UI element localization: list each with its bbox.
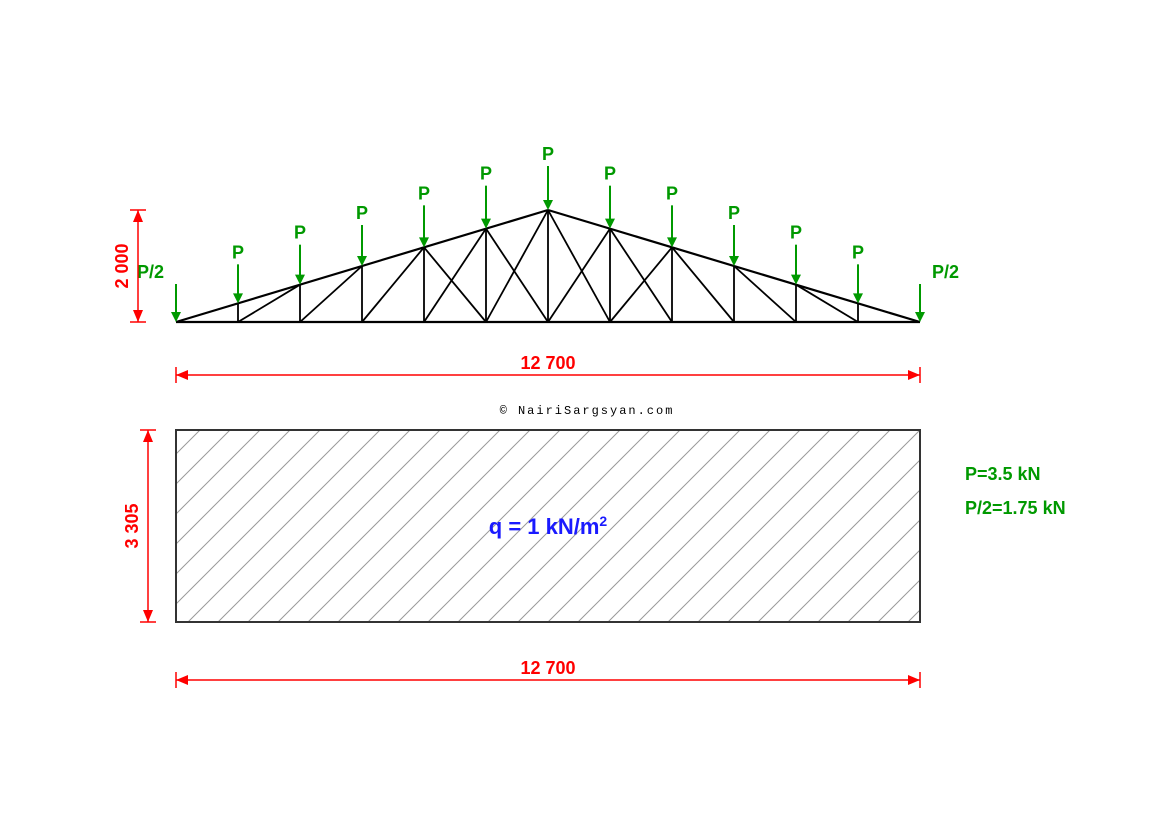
credit-text: © NairiSargsyan.com: [500, 404, 675, 418]
load-label: P: [790, 223, 802, 243]
truss-elevation: [176, 210, 920, 322]
diagonal-member: [796, 285, 858, 322]
p-value-label: P=3.5 kN: [965, 464, 1041, 484]
diagonal-member: [672, 247, 734, 322]
diagonal-member: [362, 247, 424, 322]
p-half-value-label: P/2=1.75 kN: [965, 498, 1066, 518]
load-label-half: P/2: [137, 262, 164, 282]
diagonal-member: [424, 229, 486, 322]
load-label: P: [666, 183, 678, 203]
load-label: P: [604, 164, 616, 184]
diagonal-member: [610, 247, 672, 322]
plan-view: q = 1 kN/m2: [176, 430, 920, 622]
diagonal-member: [548, 229, 610, 322]
load-label: P: [356, 203, 368, 223]
dim-plan-width-label: 12 700: [520, 658, 575, 678]
load-label: P: [852, 242, 864, 262]
load-label: P: [418, 183, 430, 203]
diagonal-member: [424, 247, 486, 322]
load-arrowhead: [543, 200, 553, 210]
diagonal-member: [238, 285, 300, 322]
distributed-load-label: q = 1 kN/m2: [489, 513, 608, 539]
dim-plan-height-label: 3 305: [122, 503, 142, 548]
diagram-canvas: P/2 P P P P P P P P P P P P/2 12 700 2 000 12 700 3 305…: [0, 0, 1174, 832]
load-label: P: [294, 223, 306, 243]
load-label: P: [542, 144, 554, 164]
load-label: P: [232, 242, 244, 262]
load-label: P: [728, 203, 740, 223]
load-label-half: P/2: [932, 262, 959, 282]
dim-truss-width-label: 12 700: [520, 353, 575, 373]
diagonal-member: [486, 229, 548, 322]
dim-truss-height-label: 2 000: [112, 243, 132, 288]
load-label: P: [480, 164, 492, 184]
diagonal-member: [610, 229, 672, 322]
